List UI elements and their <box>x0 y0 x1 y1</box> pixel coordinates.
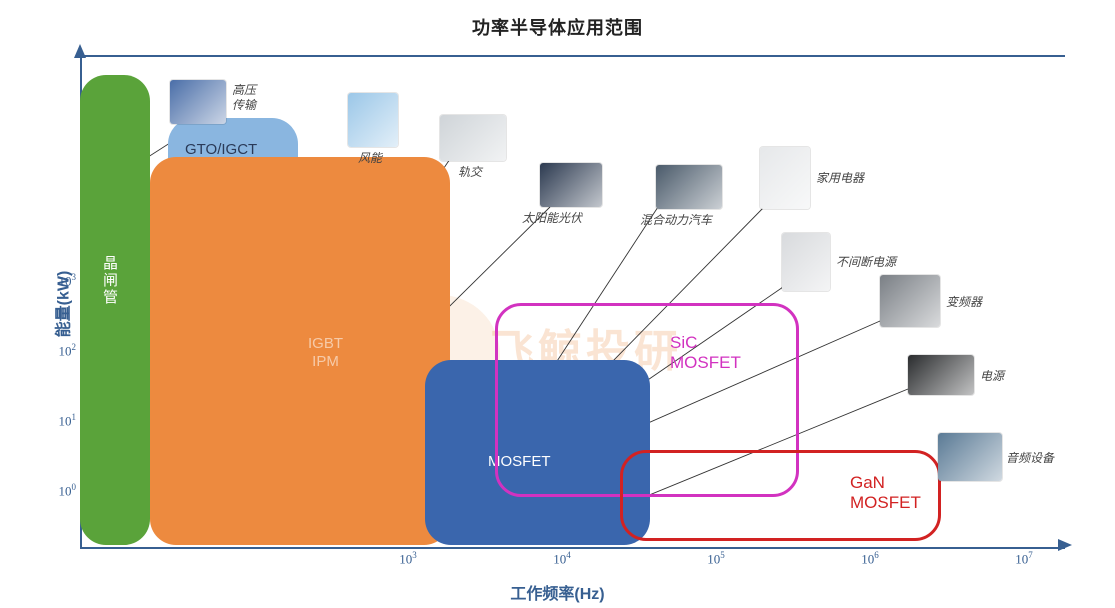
app-label-ups: 不间断电源 <box>836 255 896 270</box>
region-label-igbt-ipm: IGBTIPM <box>308 335 343 371</box>
y-tick: 100 <box>36 482 76 499</box>
app-label-hev: 混合动力汽车 <box>640 213 712 228</box>
app-thumb-wind <box>348 93 398 147</box>
region-thyristor <box>80 75 150 545</box>
app-label-solar-pv: 太阳能光伏 <box>522 211 582 226</box>
app-label-audio: 音频设备 <box>1006 451 1054 466</box>
app-thumb-psu <box>908 355 974 395</box>
x-tick: 106 <box>850 550 890 567</box>
y-tick: 101 <box>36 412 76 429</box>
x-tick: 103 <box>388 550 428 567</box>
y-tick: 102 <box>36 342 76 359</box>
x-axis-arrow-icon <box>1058 539 1072 551</box>
app-label-wind: 风能 <box>358 151 382 166</box>
x-tick: 107 <box>1004 550 1044 567</box>
y-axis-arrow-icon <box>74 44 86 58</box>
app-thumb-solar-pv <box>540 163 602 207</box>
app-thumb-ups <box>782 233 830 291</box>
app-label-hv-transmission: 高压传输 <box>232 83 256 113</box>
region-igbt-ipm <box>150 157 450 545</box>
app-thumb-vfd <box>880 275 940 327</box>
y-tick: 103 <box>36 272 76 289</box>
outline-label-sic-mosfet: SiCMOSFET <box>670 333 741 374</box>
app-thumb-hev <box>656 165 722 209</box>
app-thumb-home-appliance <box>760 147 810 209</box>
chart-title: 功率半导体应用范围 <box>0 14 1115 40</box>
x-axis-label: 工作频率(Hz) <box>0 580 1115 604</box>
app-label-home-appliance: 家用电器 <box>816 171 864 186</box>
app-label-psu: 电源 <box>980 369 1004 384</box>
region-label-thyristor: 晶闸管 <box>100 255 118 306</box>
app-thumb-rail <box>440 115 506 161</box>
app-thumb-audio <box>938 433 1002 481</box>
app-label-vfd: 变频器 <box>946 295 982 310</box>
app-label-rail: 轨交 <box>458 165 482 180</box>
outline-label-gan-mosfet: GaNMOSFET <box>850 473 921 514</box>
app-thumb-hv-transmission <box>170 80 226 124</box>
x-tick: 105 <box>696 550 736 567</box>
x-tick: 104 <box>542 550 582 567</box>
